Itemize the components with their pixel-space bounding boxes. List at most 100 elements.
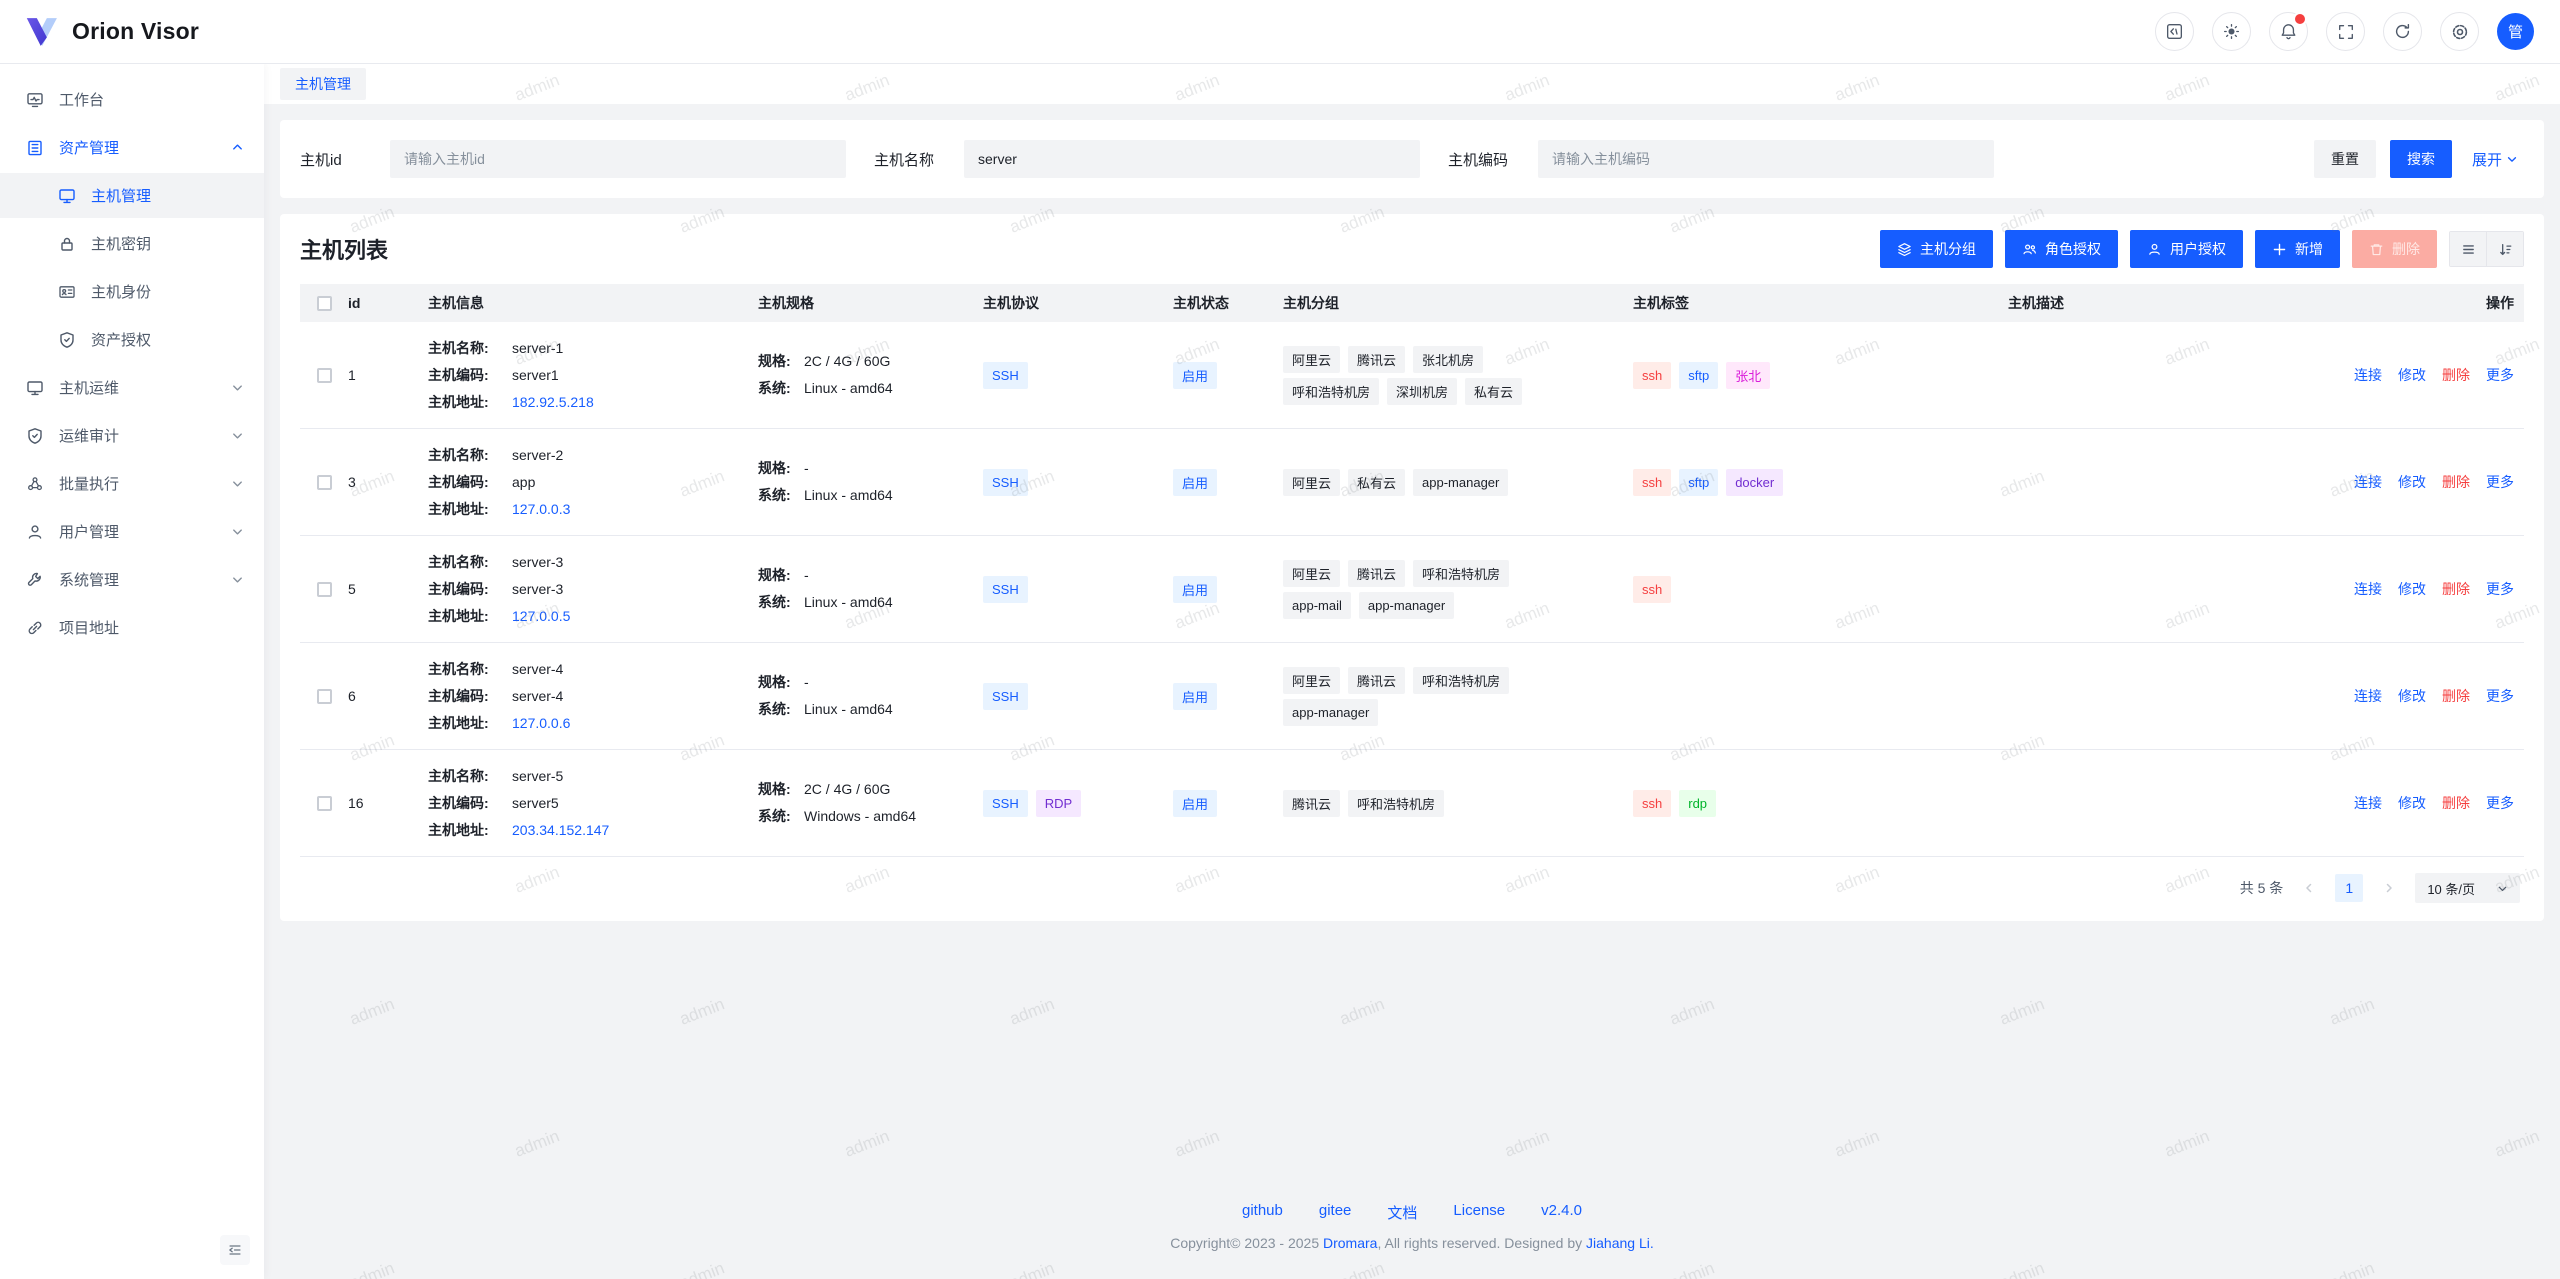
host-code: 主机编码: server-3 [428,580,564,597]
app-logo: Orion Visor [26,17,199,47]
host-code: 主机编码: server1 [428,366,559,383]
action-more[interactable]: 更多 [2486,688,2514,704]
sidebar-item-asset-management[interactable]: 资产管理 [0,125,264,170]
sidebar-item-host-identity[interactable]: 主机身份 [0,269,264,314]
action-connect[interactable]: 连接 [2354,795,2382,811]
sidebar-item-host-ops[interactable]: 主机运维 [0,365,264,410]
footer-link-gitee[interactable]: gitee [1318,1202,1352,1219]
host-name: 主机名称: server-1 [428,339,564,356]
action-edit[interactable]: 修改 [2398,795,2426,811]
select-all-checkbox[interactable] [316,295,332,311]
sidebar-item-label: 运维审计 [59,428,120,445]
action-edit[interactable]: 修改 [2398,581,2426,597]
protocol-tag: RDP [1035,789,1082,817]
sort-icon[interactable] [2486,232,2523,266]
workbench-icon [26,91,44,109]
host-address: 主机地址: 127.0.0.3 [428,500,571,517]
row-checkbox[interactable] [316,581,332,597]
row-checkbox[interactable] [316,795,332,811]
footer-link-license[interactable]: License [1453,1202,1506,1219]
tab-host-management[interactable]: 主机管理 [280,68,366,100]
action-delete[interactable]: 删除 [2442,795,2470,811]
row-actions: 连接 修改 删除 更多 [2338,793,2524,813]
expand-button[interactable]: 展开 [2466,148,2524,171]
list-view-icon[interactable] [2450,232,2486,266]
collapse-sidebar-button[interactable] [220,1235,250,1265]
page-content: 主机id 主机名称 主机编码 重置 搜索 展开 [264,104,2560,1279]
sidebar-item-workbench[interactable]: 工作台 [0,77,264,122]
action-delete[interactable]: 删除 [2442,581,2470,597]
action-delete[interactable]: 删除 [2442,367,2470,383]
action-edit[interactable]: 修改 [2398,688,2426,704]
field-label: 主机名称 [874,151,935,169]
sidebar-item-batch-exec[interactable]: 批量执行 [0,461,264,506]
action-edit[interactable]: 修改 [2398,367,2426,383]
column-header-host-info: 主机信息 [428,295,484,311]
row-checkbox[interactable] [316,688,332,704]
user-grant-button[interactable]: 用户授权 [2130,230,2243,268]
sidebar-item-host-management[interactable]: 主机管理 [0,173,264,218]
host-info: 主机名称: server-5 主机编码: server5 主机地址: 203.34.152… [428,763,758,844]
group-tag: 腾讯云 [1348,345,1406,373]
settings-icon[interactable] [2440,12,2479,51]
next-page-icon[interactable] [2375,874,2403,902]
sidebar-item-project-url[interactable]: 项目地址 [0,605,264,650]
page-number[interactable]: 1 [2335,874,2364,902]
host-code-input[interactable] [1538,140,1994,178]
action-delete[interactable]: 删除 [2442,688,2470,704]
sidebar-item-user-management[interactable]: 用户管理 [0,509,264,554]
host-spec: 规格: 2C / 4G / 60G 系统: Windows - amd64 [758,776,983,830]
chevron-down-icon [231,429,244,442]
host-group-button[interactable]: 主机分组 [1880,230,1993,268]
field-label: 主机id [300,151,342,169]
reset-button[interactable]: 重置 [2313,140,2376,178]
sidebar-item-system-management[interactable]: 系统管理 [0,557,264,602]
search-button[interactable]: 搜索 [2389,140,2452,178]
spec-value: 规格: 2C / 4G / 60G [758,353,891,369]
user-avatar[interactable]: 管 [2497,13,2534,50]
action-connect[interactable]: 连接 [2354,581,2382,597]
header-actions: 管 [2155,12,2534,51]
code-panel-icon[interactable] [2155,12,2194,51]
footer-link-github[interactable]: github [1242,1202,1283,1219]
host-code: 主机编码: app [428,473,536,490]
action-connect[interactable]: 连接 [2354,688,2382,704]
sidebar-item-ops-audit[interactable]: 运维审计 [0,413,264,458]
spec-value: 规格: - [758,674,809,690]
table-header-row: id 主机信息 主机规格 主机协议 主机状态 主机分组 主机标签 主机描述 操作 [300,284,2524,322]
sidebar-item-host-keys[interactable]: 主机密钥 [0,221,264,266]
fullscreen-icon[interactable] [2326,12,2365,51]
prev-page-icon[interactable] [2295,874,2323,902]
brightness-icon[interactable] [2212,12,2251,51]
action-more[interactable]: 更多 [2486,795,2514,811]
asset-icon [26,139,44,157]
add-host-button[interactable]: 新增 [2255,230,2340,268]
action-delete[interactable]: 删除 [2442,474,2470,490]
action-connect[interactable]: 连接 [2354,474,2382,490]
page-size-select[interactable]: 10 条/页 [2415,873,2520,903]
action-more[interactable]: 更多 [2486,367,2514,383]
footer-link-version[interactable]: v2.4.0 [1541,1202,1582,1219]
table-row: 6 主机名称: server-4 主机编码: server-4 主机地址: 127.0.0.… [300,643,2524,750]
notifications-icon[interactable] [2269,12,2308,51]
footer-link-docs[interactable]: 文档 [1387,1205,1418,1222]
row-checkbox[interactable] [316,474,332,490]
delete-hosts-button[interactable]: 删除 [2352,230,2437,268]
row-checkbox[interactable] [316,367,332,383]
role-grant-button[interactable]: 角色授权 [2005,230,2118,268]
group-tag: 腾讯云 [1283,789,1341,817]
sidebar-item-label: 项目地址 [59,620,120,637]
author-link[interactable]: Jiahang Li. [1586,1235,1654,1251]
action-more[interactable]: 更多 [2486,581,2514,597]
refresh-icon[interactable] [2383,12,2422,51]
sidebar-item-asset-grant[interactable]: 资产授权 [0,317,264,362]
host-id-input[interactable] [390,140,846,178]
host-tag: docker [1726,468,1784,496]
dromara-link[interactable]: Dromara [1323,1235,1378,1251]
action-more[interactable]: 更多 [2486,474,2514,490]
protocol-tag: SSH [983,789,1028,817]
action-edit[interactable]: 修改 [2398,474,2426,490]
action-connect[interactable]: 连接 [2354,367,2382,383]
host-name-input[interactable] [964,140,1420,178]
host-info: 主机名称: server-2 主机编码: app 主机地址: 127.0.0.3 [428,442,758,523]
